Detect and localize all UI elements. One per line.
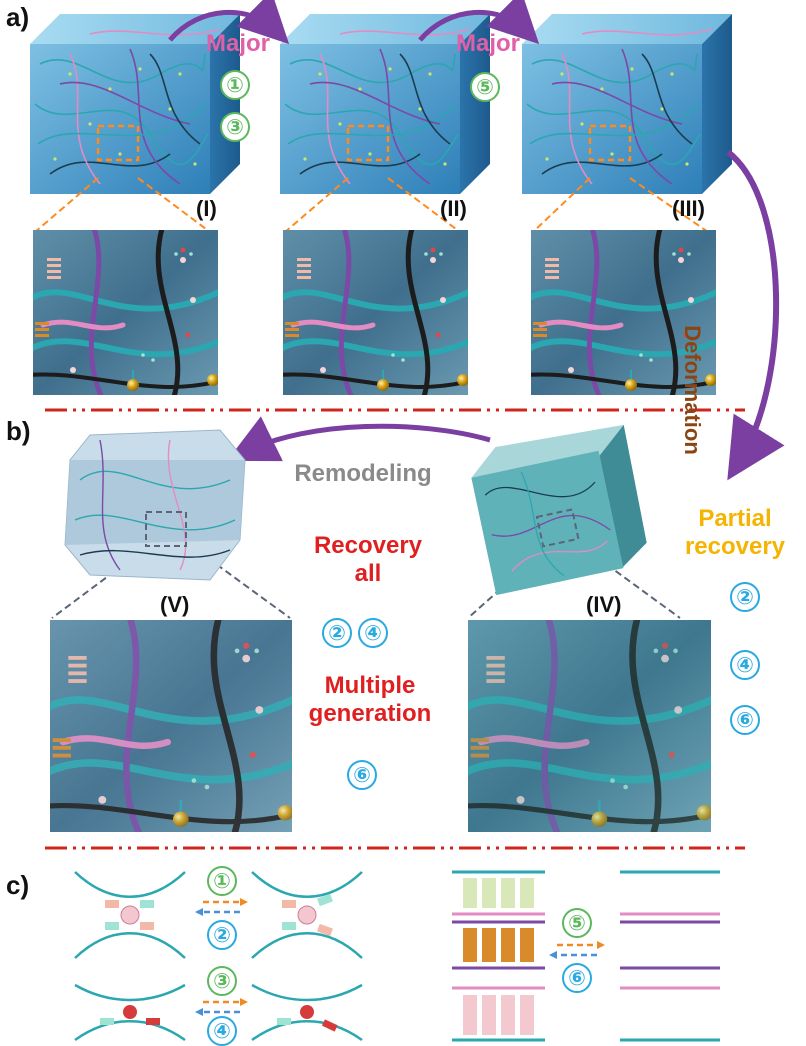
label-major-1: Major: [205, 30, 270, 57]
state-label-II: (II): [440, 196, 467, 221]
state-label-III: (III): [672, 196, 705, 221]
step-2-badge-c: ②: [207, 920, 237, 950]
label-recovery-all: Recovery all: [313, 532, 423, 587]
panel-label-a: a): [6, 2, 30, 32]
step-2-badge-partial: ②: [730, 582, 760, 612]
label-partial-recovery: Partial recovery: [684, 505, 786, 560]
step-2-badge-recovery: ②: [322, 618, 352, 648]
panel-label-c: c): [6, 870, 30, 900]
step-3-badge-c: ③: [207, 966, 237, 996]
inset-IV: [468, 620, 711, 832]
step-6-badge-partial: ⑥: [730, 705, 760, 735]
panel-label-b: b): [6, 416, 31, 446]
state-label-V: (V): [160, 592, 190, 617]
step-5-badge-c: ⑤: [562, 908, 592, 938]
step-6-badge-c: ⑥: [562, 963, 592, 993]
state-label-I: (I): [196, 196, 217, 221]
step-4-badge-partial: ④: [730, 650, 760, 680]
step-3-badge: ③: [220, 112, 250, 142]
deformed-gel-IV: [471, 424, 647, 596]
state-label-IV: (IV): [586, 592, 622, 617]
inset-V: [50, 620, 292, 832]
step-5-badge: ⑤: [470, 72, 500, 102]
step-4-badge-c: ④: [207, 1016, 237, 1046]
step-1-badge: ①: [220, 70, 250, 100]
step-6-badge-recovery: ⑥: [347, 760, 377, 790]
label-major-2: Major: [455, 30, 520, 57]
step-1-badge-c: ①: [207, 866, 237, 896]
label-multiple-generation: Multiple generation: [308, 672, 432, 727]
step-4-badge-recovery: ④: [358, 618, 388, 648]
label-remodeling: Remodeling: [294, 460, 432, 487]
octagon-gel-V: [64, 429, 246, 581]
